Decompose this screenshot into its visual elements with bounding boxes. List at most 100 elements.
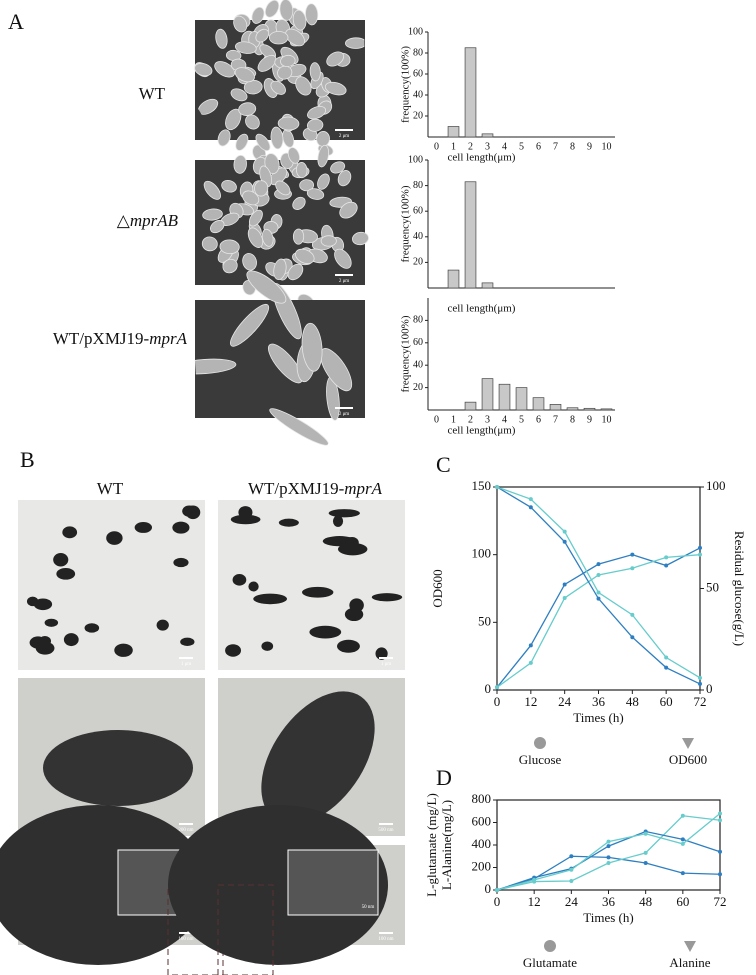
sem-cell (225, 108, 242, 131)
tem-cell (248, 581, 259, 592)
inset (287, 849, 379, 916)
tem-cell (168, 805, 388, 965)
series-line (496, 547, 701, 688)
sem-cell (234, 67, 255, 83)
tem-cell (35, 641, 55, 655)
sem-cell (306, 188, 325, 200)
x-tick-label: 6 (536, 141, 541, 152)
sem-cell (202, 208, 223, 221)
panel-label: C (436, 452, 451, 477)
y-tick-label: 20 (413, 382, 423, 393)
tem-cell (173, 557, 189, 568)
sem-cell (201, 236, 218, 252)
y-tick-label: 40 (413, 89, 423, 100)
y-axis-label: L-glutamate (mg/L) (424, 793, 439, 897)
data-point (718, 872, 722, 877)
x-tick-label: 60 (676, 894, 689, 909)
data-point (630, 566, 635, 571)
sem-cell (270, 80, 286, 95)
tem-cell (230, 514, 261, 525)
y-tick-label: 40 (413, 359, 423, 370)
tem-cell (33, 598, 53, 611)
series-line (496, 486, 701, 685)
legend-label: OD600 (669, 752, 707, 767)
tem-cell (180, 637, 195, 647)
y-tick-label: 100 (472, 546, 492, 561)
scale-bar-label: 200 nm (178, 828, 193, 833)
y-tick-label: 100 (408, 154, 423, 165)
x-tick-label: 10 (602, 141, 612, 152)
y-tick-label: 20 (413, 257, 423, 268)
sem-cell (221, 179, 237, 193)
sem-cell (233, 154, 247, 174)
y-tick-label: 0 (485, 881, 492, 896)
bar (481, 133, 494, 138)
x-tick-label: 36 (602, 894, 616, 909)
x-axis-label: cell length(μm) (448, 303, 516, 315)
data-point (664, 555, 669, 560)
data-point (664, 665, 669, 670)
scale-bar-label: 2 μm (339, 134, 349, 139)
sem-cell (264, 0, 280, 18)
tem-cell (345, 536, 359, 549)
data-point (643, 861, 648, 865)
data-point (606, 844, 611, 849)
tem-cell (26, 596, 39, 607)
tem-cell (371, 593, 403, 602)
y2-tick-label: 0 (706, 681, 713, 696)
tem-image (218, 500, 405, 670)
sem-cell (299, 179, 315, 192)
y-tick-label: 600 (472, 813, 492, 828)
bar (447, 269, 460, 289)
sem-cell (245, 114, 260, 130)
tem-cell (172, 521, 190, 534)
data-point (569, 879, 574, 883)
row-label-prefix: △ (117, 211, 131, 230)
tem-cell (53, 553, 69, 567)
bar (566, 407, 579, 411)
sem-cell (306, 118, 324, 132)
inset-scale-label: 50 nm (362, 905, 375, 910)
bar (549, 404, 562, 411)
bar (481, 378, 494, 411)
tem-cell (337, 542, 368, 556)
x-tick-label: 24 (558, 694, 572, 709)
scale-bar-label: 2 μm (339, 279, 349, 284)
data-point (606, 839, 611, 844)
x-tick-label: 12 (524, 694, 537, 709)
data-point (562, 539, 567, 544)
sem-cell (305, 3, 319, 26)
tem-cell (253, 593, 288, 605)
data-point (718, 818, 722, 823)
y-axis-label: OD600 (430, 569, 445, 607)
sem-cell (277, 116, 300, 131)
sem-cell (277, 65, 293, 80)
tem-cell (156, 619, 169, 631)
y-tick-label: 150 (472, 478, 492, 493)
x-tick-label: 4 (502, 141, 507, 152)
bar (464, 401, 477, 411)
sem-cell (214, 61, 236, 78)
data-point (698, 681, 702, 686)
x-tick-label: 1 (451, 414, 456, 425)
sem-cell (292, 196, 306, 211)
x-tick-label: 0 (434, 414, 439, 425)
y-tick-label: 60 (413, 205, 423, 216)
tem-cell (63, 633, 79, 647)
tem-cell (185, 505, 201, 520)
tem-cell (106, 531, 123, 545)
sem-cell (285, 28, 305, 47)
tem-cell (134, 521, 153, 533)
y-tick-label: 60 (413, 68, 423, 79)
data-point (680, 841, 685, 846)
data-point (562, 595, 567, 600)
legend-marker (684, 941, 696, 952)
sem-cell (251, 6, 265, 24)
data-point (562, 529, 567, 534)
row-label: △mprAB (117, 211, 179, 230)
sem-cell (295, 248, 315, 264)
tem-cell (302, 586, 334, 598)
sem-cell (295, 76, 312, 96)
sem-cell (270, 126, 284, 150)
